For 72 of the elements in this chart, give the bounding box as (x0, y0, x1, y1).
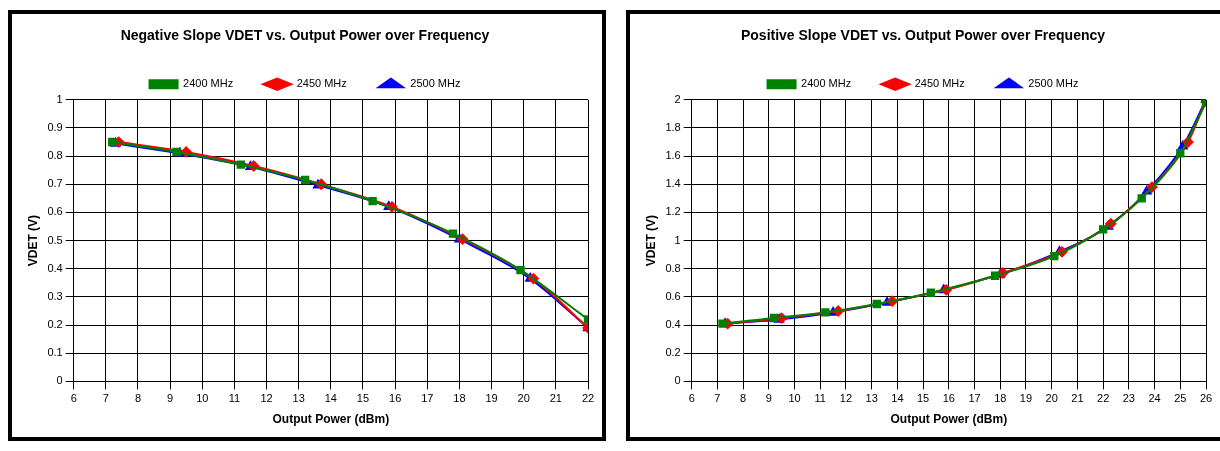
x-axis-title: Output Power (dBm) (890, 412, 1008, 427)
x-tick-label: 17 (421, 392, 434, 405)
x-tick-label: 14 (891, 392, 904, 405)
y-tick-label: 0.9 (47, 120, 63, 133)
y-tick-label: 1.6 (665, 149, 681, 162)
y-axis-title: VDET (V) (643, 214, 658, 267)
x-tick-label: 8 (740, 392, 747, 405)
y-tick-label: 0.3 (47, 289, 63, 302)
y-axis-title: VDET (V) (25, 214, 40, 267)
y-tick-label: 0.4 (665, 318, 681, 331)
x-tick-label: 24 (1148, 392, 1161, 405)
x-tick-label: 14 (324, 392, 337, 405)
y-tick-label: 0.6 (665, 289, 681, 302)
legend-label: 2500 MHz (1028, 77, 1079, 90)
x-tick-label: 7 (714, 392, 721, 405)
legend-label: 2400 MHz (801, 77, 852, 90)
x-tick-label: 11 (228, 392, 241, 405)
x-tick-label: 6 (70, 392, 77, 405)
x-tick-label: 19 (1019, 392, 1033, 405)
x-tick-label: 12 (260, 392, 273, 405)
y-tick-label: 0.8 (47, 149, 63, 162)
legend-label: 2450 MHz (914, 77, 965, 90)
x-tick-label: 15 (356, 392, 370, 405)
x-tick-label: 10 (196, 392, 209, 405)
y-tick-label: 1.2 (665, 205, 681, 218)
x-tick-label: 6 (688, 392, 695, 405)
y-tick-label: 1 (56, 92, 63, 105)
legend-label: 2450 MHz (296, 77, 347, 90)
y-tick-label: 1.4 (665, 177, 681, 190)
y-tick-label: 1 (674, 233, 681, 246)
x-tick-label: 13 (292, 392, 305, 405)
x-tick-label: 25 (1174, 392, 1187, 405)
x-tick-label: 13 (865, 392, 878, 405)
y-tick-label: 0 (56, 374, 63, 387)
y-tick-label: 1.8 (665, 120, 681, 133)
legend-label: 2400 MHz (183, 77, 234, 90)
x-tick-label: 17 (968, 392, 981, 405)
y-tick-label: 0 (674, 374, 681, 387)
x-tick-label: 8 (134, 392, 142, 405)
y-tick-label: 0.4 (47, 261, 63, 274)
x-tick-label: 20 (517, 392, 530, 405)
x-tick-label: 18 (453, 392, 466, 405)
y-tick-label: 0.2 (665, 346, 681, 359)
x-tick-label: 15 (917, 392, 930, 405)
x-tick-label: 22 (1097, 392, 1110, 405)
chart-title: Negative Slope VDET vs. Output Power over Frequency (120, 27, 490, 44)
x-tick-label: 20 (1045, 392, 1058, 405)
x-tick-label: 16 (942, 392, 955, 405)
y-tick-label: 0.2 (47, 318, 63, 331)
chart-title: Positive Slope VDET vs. Output Power over Frequency (740, 27, 1106, 44)
x-axis-title: Output Power (dBm) (272, 412, 390, 427)
x-tick-label: 12 (839, 392, 853, 405)
y-tick-label: 0.6 (47, 205, 63, 218)
x-tick-label: 9 (167, 392, 174, 405)
x-tick-label: 16 (389, 392, 402, 405)
y-tick-label: 0.5 (47, 233, 63, 246)
x-tick-label: 19 (485, 392, 498, 405)
x-tick-label: 23 (1122, 392, 1135, 405)
x-tick-label: 21 (549, 392, 562, 405)
x-tick-label: 11 (814, 392, 826, 405)
x-tick-label: 7 (102, 392, 109, 405)
y-tick-label: 0.1 (47, 346, 63, 359)
x-tick-label: 10 (788, 392, 801, 405)
x-tick-label: 18 (994, 392, 1007, 405)
legend-label: 2500 MHz (410, 77, 461, 90)
y-tick-label: 2 (674, 92, 681, 105)
x-tick-label: 26 (1199, 392, 1213, 405)
y-tick-label: 0.7 (47, 177, 63, 190)
x-tick-label: 22 (581, 392, 595, 405)
y-tick-label: 0.8 (665, 261, 681, 274)
x-tick-label: 21 (1071, 392, 1084, 405)
x-tick-label: 9 (765, 392, 772, 405)
